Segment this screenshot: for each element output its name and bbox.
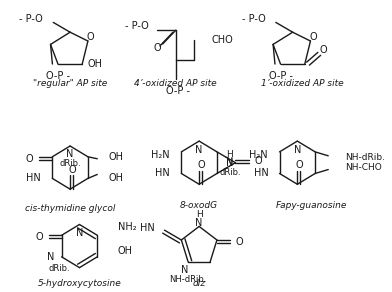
Text: 4ʹ-oxidized AP site: 4ʹ-oxidized AP site bbox=[134, 79, 217, 88]
Text: dRib.: dRib. bbox=[49, 264, 71, 273]
Text: OH: OH bbox=[88, 59, 103, 69]
Text: O: O bbox=[26, 154, 34, 164]
Text: CHO: CHO bbox=[211, 35, 233, 45]
Text: O-P -: O-P - bbox=[46, 71, 70, 81]
Text: dIz: dIz bbox=[192, 279, 206, 288]
Text: H₂N: H₂N bbox=[151, 150, 169, 160]
Text: "regular" AP site: "regular" AP site bbox=[33, 79, 107, 88]
Text: O: O bbox=[68, 165, 76, 175]
Text: N: N bbox=[76, 228, 83, 238]
Text: O-P -: O-P - bbox=[269, 71, 292, 81]
Text: dRib.: dRib. bbox=[59, 159, 81, 168]
Text: O: O bbox=[35, 232, 43, 242]
Text: cis-thymidine glycol: cis-thymidine glycol bbox=[25, 204, 115, 213]
Text: N: N bbox=[226, 157, 234, 167]
Text: H₂N: H₂N bbox=[249, 150, 267, 160]
Text: - P-O: - P-O bbox=[19, 15, 43, 25]
Text: N: N bbox=[196, 218, 203, 227]
Text: NH-CHO: NH-CHO bbox=[345, 163, 382, 172]
Text: O: O bbox=[309, 32, 317, 42]
Text: 8-oxodG: 8-oxodG bbox=[180, 201, 218, 210]
Text: dRib.: dRib. bbox=[219, 168, 241, 178]
Text: N: N bbox=[47, 252, 54, 262]
Text: N: N bbox=[226, 158, 234, 168]
Text: H: H bbox=[227, 150, 233, 159]
Text: O: O bbox=[319, 46, 327, 55]
Text: N: N bbox=[181, 265, 188, 275]
Text: N: N bbox=[294, 145, 301, 155]
Text: O-P -: O-P - bbox=[166, 86, 190, 96]
Text: HN: HN bbox=[155, 168, 170, 178]
Text: OH: OH bbox=[109, 152, 123, 162]
Text: O: O bbox=[296, 160, 303, 170]
Text: O: O bbox=[236, 237, 243, 247]
Text: OH: OH bbox=[109, 173, 123, 183]
Text: OH: OH bbox=[118, 246, 133, 256]
Text: 1ʹ-oxidized AP site: 1ʹ-oxidized AP site bbox=[261, 79, 343, 88]
Text: N: N bbox=[66, 149, 74, 159]
Text: - P-O: - P-O bbox=[241, 15, 265, 25]
Text: 5-hydroxycytosine: 5-hydroxycytosine bbox=[38, 279, 122, 288]
Text: NH₂: NH₂ bbox=[118, 223, 136, 232]
Text: O: O bbox=[87, 32, 94, 42]
Text: HN: HN bbox=[254, 168, 268, 178]
Text: O: O bbox=[153, 43, 161, 53]
Text: N: N bbox=[196, 145, 203, 155]
Text: H: H bbox=[196, 210, 203, 219]
Text: Fapy-guanosine: Fapy-guanosine bbox=[276, 201, 347, 210]
Text: HN: HN bbox=[26, 173, 41, 183]
Text: NH-dRib.: NH-dRib. bbox=[345, 153, 385, 162]
Text: HN: HN bbox=[140, 223, 155, 233]
Text: NH-dRib.: NH-dRib. bbox=[169, 275, 207, 284]
Text: - P-O: - P-O bbox=[125, 21, 148, 31]
Text: O: O bbox=[197, 160, 205, 170]
Text: O: O bbox=[254, 156, 262, 166]
